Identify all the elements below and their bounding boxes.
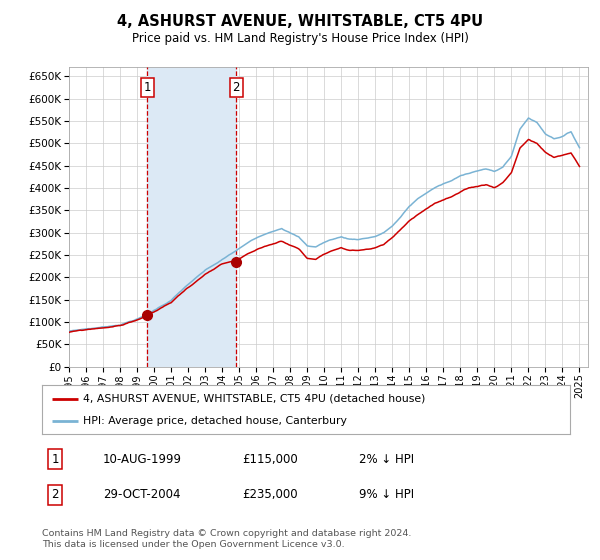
Text: 1: 1 bbox=[143, 81, 151, 94]
Text: £115,000: £115,000 bbox=[242, 452, 298, 465]
Text: 4, ASHURST AVENUE, WHITSTABLE, CT5 4PU: 4, ASHURST AVENUE, WHITSTABLE, CT5 4PU bbox=[117, 14, 483, 29]
Text: 10-AUG-1999: 10-AUG-1999 bbox=[103, 452, 182, 465]
Text: Price paid vs. HM Land Registry's House Price Index (HPI): Price paid vs. HM Land Registry's House … bbox=[131, 32, 469, 45]
Text: 2: 2 bbox=[233, 81, 240, 94]
Text: 2: 2 bbox=[52, 488, 59, 501]
Text: 9% ↓ HPI: 9% ↓ HPI bbox=[359, 488, 414, 501]
Text: HPI: Average price, detached house, Canterbury: HPI: Average price, detached house, Cant… bbox=[83, 416, 347, 426]
Text: 2% ↓ HPI: 2% ↓ HPI bbox=[359, 452, 414, 465]
Text: 4, ASHURST AVENUE, WHITSTABLE, CT5 4PU (detached house): 4, ASHURST AVENUE, WHITSTABLE, CT5 4PU (… bbox=[83, 394, 425, 404]
Text: £235,000: £235,000 bbox=[242, 488, 298, 501]
Text: 1: 1 bbox=[52, 452, 59, 465]
Bar bbox=[147, 67, 236, 367]
Text: 29-OCT-2004: 29-OCT-2004 bbox=[103, 488, 180, 501]
Text: Contains HM Land Registry data © Crown copyright and database right 2024.
This d: Contains HM Land Registry data © Crown c… bbox=[42, 529, 412, 549]
